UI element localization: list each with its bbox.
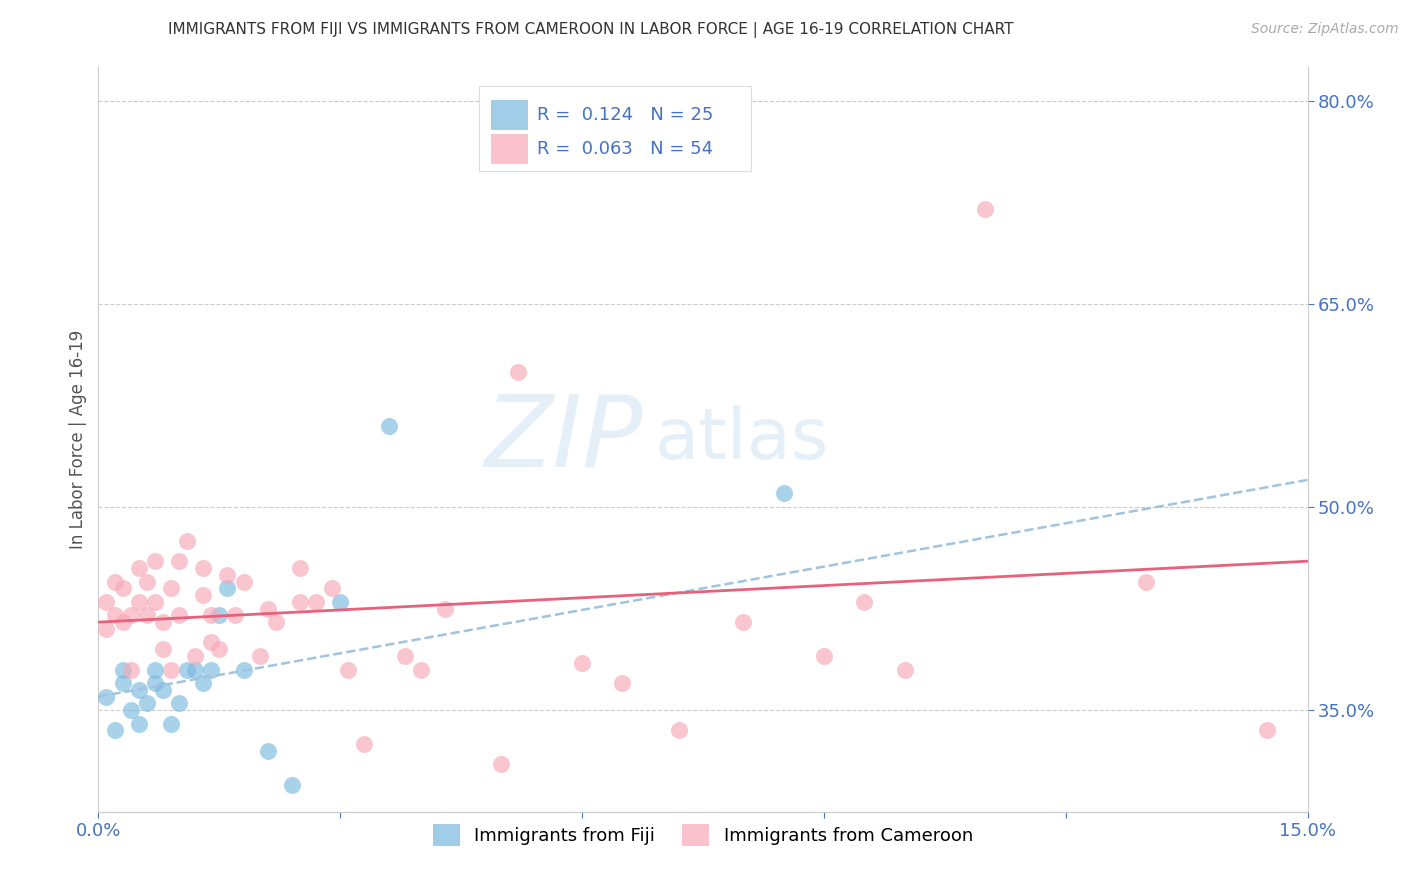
- Point: [491, 757, 513, 772]
- Point: [353, 737, 375, 751]
- Text: atlas: atlas: [655, 405, 830, 474]
- Point: [96, 595, 118, 609]
- FancyBboxPatch shape: [492, 101, 527, 130]
- Point: [193, 676, 215, 690]
- Point: [103, 723, 125, 738]
- Text: Source: ZipAtlas.com: Source: ZipAtlas.com: [1251, 22, 1399, 37]
- Point: [506, 365, 529, 379]
- Point: [893, 663, 915, 677]
- Point: [1135, 574, 1157, 589]
- Point: [160, 716, 183, 731]
- Point: [152, 615, 174, 629]
- Point: [224, 608, 246, 623]
- Point: [143, 663, 166, 677]
- Text: R =  0.063   N = 54: R = 0.063 N = 54: [537, 140, 713, 158]
- Point: [128, 561, 150, 575]
- Point: [217, 567, 239, 582]
- Point: [256, 744, 278, 758]
- Point: [135, 608, 157, 623]
- Point: [305, 595, 328, 609]
- Point: [96, 690, 118, 704]
- Point: [111, 676, 134, 690]
- Point: [813, 648, 835, 663]
- Point: [733, 615, 755, 629]
- Point: [120, 703, 142, 717]
- Point: [111, 663, 134, 677]
- Point: [232, 574, 254, 589]
- Point: [135, 574, 157, 589]
- Point: [281, 778, 304, 792]
- Point: [394, 648, 416, 663]
- Point: [152, 682, 174, 697]
- Point: [200, 663, 222, 677]
- Point: [668, 723, 690, 738]
- Point: [853, 595, 876, 609]
- Point: [135, 697, 157, 711]
- Point: [193, 588, 215, 602]
- FancyBboxPatch shape: [479, 86, 751, 171]
- Point: [160, 663, 183, 677]
- Point: [96, 622, 118, 636]
- Point: [200, 635, 222, 649]
- Point: [256, 601, 278, 615]
- Point: [377, 418, 399, 433]
- Point: [974, 202, 997, 216]
- Point: [128, 682, 150, 697]
- Point: [111, 615, 134, 629]
- Point: [128, 716, 150, 731]
- Point: [200, 608, 222, 623]
- Point: [152, 642, 174, 657]
- Point: [288, 595, 311, 609]
- Y-axis label: In Labor Force | Age 16-19: In Labor Force | Age 16-19: [69, 330, 87, 549]
- Point: [232, 663, 254, 677]
- Point: [409, 663, 432, 677]
- Point: [434, 601, 457, 615]
- Point: [208, 642, 231, 657]
- FancyBboxPatch shape: [492, 134, 527, 164]
- Point: [208, 608, 231, 623]
- Point: [184, 663, 207, 677]
- Point: [1256, 723, 1278, 738]
- Text: IMMIGRANTS FROM FIJI VS IMMIGRANTS FROM CAMEROON IN LABOR FORCE | AGE 16-19 CORR: IMMIGRANTS FROM FIJI VS IMMIGRANTS FROM …: [167, 22, 1014, 38]
- Point: [217, 582, 239, 596]
- Point: [167, 554, 190, 568]
- Point: [772, 486, 794, 500]
- Point: [167, 608, 190, 623]
- Point: [571, 656, 593, 670]
- Legend: Immigrants from Fiji, Immigrants from Cameroon: Immigrants from Fiji, Immigrants from Ca…: [423, 814, 983, 855]
- Text: R =  0.124   N = 25: R = 0.124 N = 25: [537, 106, 714, 124]
- Point: [329, 595, 352, 609]
- Point: [143, 554, 166, 568]
- Point: [337, 663, 360, 677]
- Point: [321, 582, 343, 596]
- Point: [167, 697, 190, 711]
- Point: [193, 561, 215, 575]
- Point: [128, 595, 150, 609]
- Point: [288, 561, 311, 575]
- Point: [176, 533, 198, 548]
- Point: [120, 608, 142, 623]
- Point: [612, 676, 634, 690]
- Point: [103, 574, 125, 589]
- Point: [249, 648, 271, 663]
- Point: [120, 663, 142, 677]
- Point: [184, 648, 207, 663]
- Point: [176, 663, 198, 677]
- Point: [264, 615, 287, 629]
- Point: [143, 676, 166, 690]
- Point: [143, 595, 166, 609]
- Point: [103, 608, 125, 623]
- Point: [160, 582, 183, 596]
- Point: [111, 582, 134, 596]
- Text: ZIP: ZIP: [484, 391, 643, 488]
